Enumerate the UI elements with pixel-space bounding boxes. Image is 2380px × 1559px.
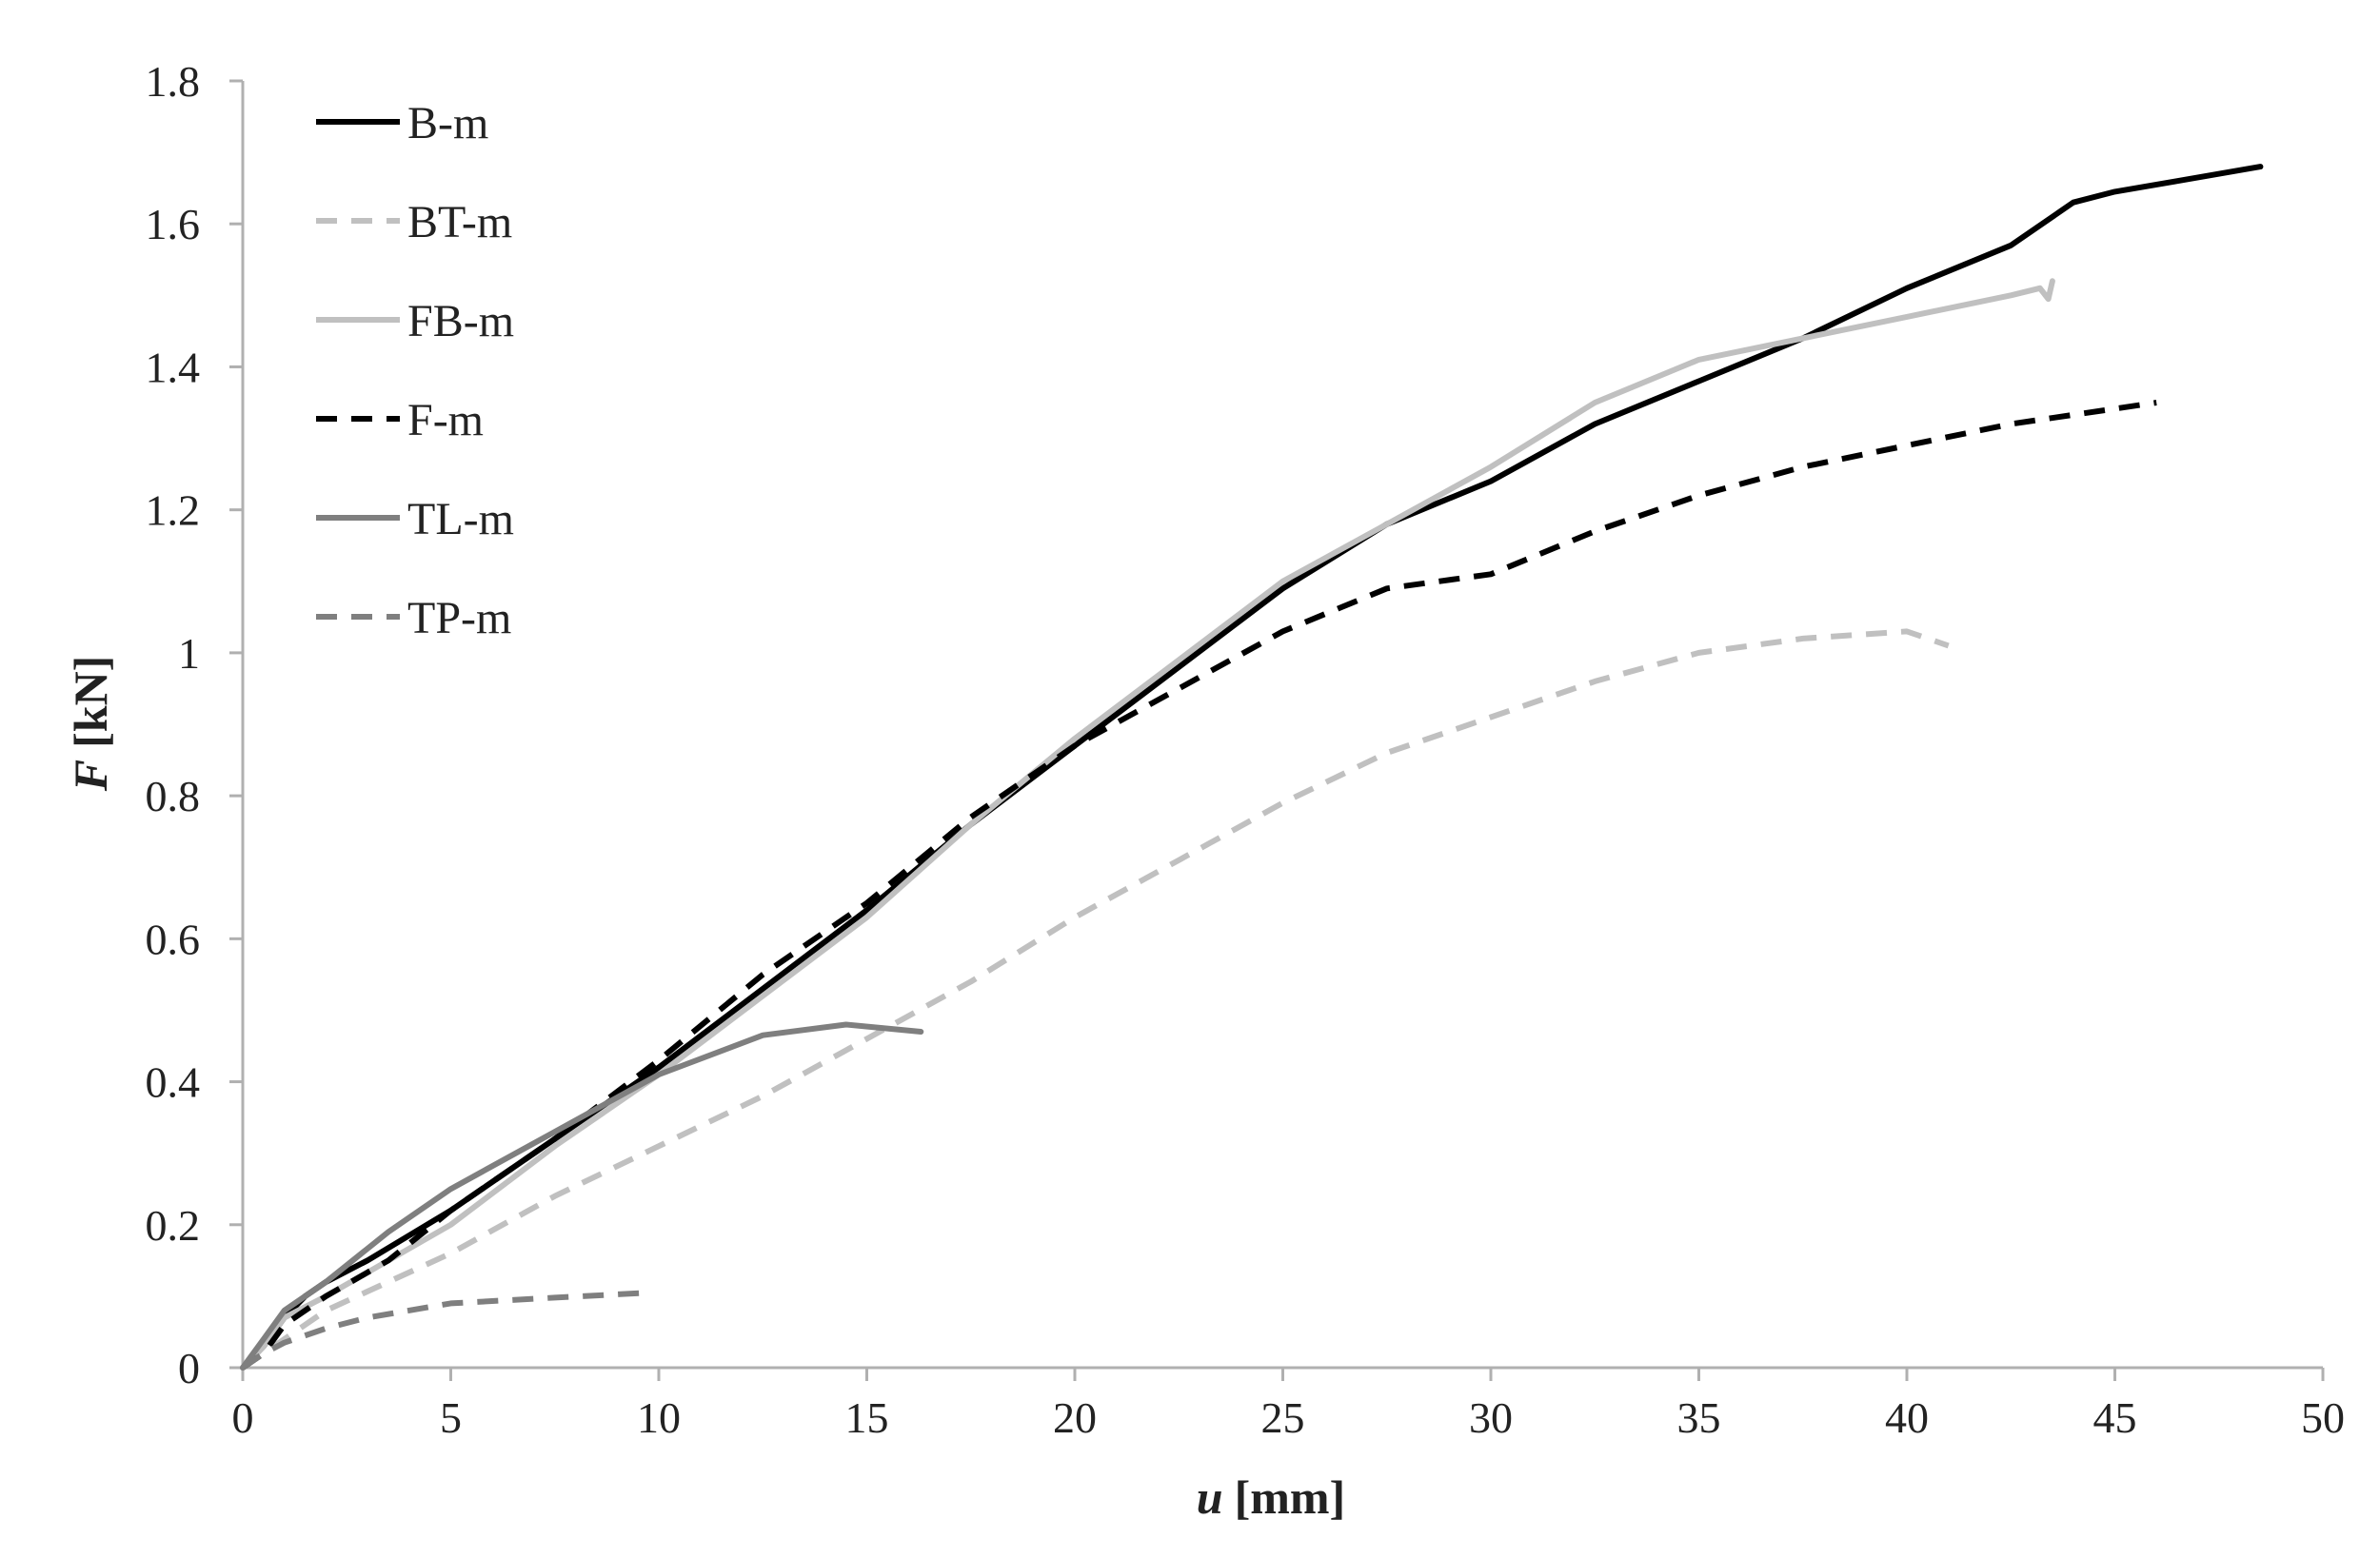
axes: 0 5 10 15 20 25 30 35 40 45 50 0 0.2 0.4 0.6 0.8 1 1.2 1.… [146, 57, 2346, 1442]
x-tick-label: 10 [637, 1393, 681, 1442]
legend-label-b-m: B-m [407, 98, 488, 148]
x-ticks: 0 5 10 15 20 25 30 35 40 45 50 [232, 1368, 2345, 1442]
y-tick-label: 1.8 [146, 57, 201, 106]
y-tick-label: 1.4 [146, 343, 201, 391]
x-axis-unit: [mm] [1235, 1470, 1346, 1524]
legend-label-f-m: F-m [407, 395, 484, 445]
legend-label-fb-m: FB-m [407, 296, 514, 346]
series-layer [240, 164, 2264, 1371]
x-tick-label: 45 [2093, 1393, 2137, 1442]
y-tick-label: 1.2 [146, 486, 201, 535]
y-tick-label: 0.8 [146, 772, 201, 820]
y-axis-symbol: F [64, 760, 117, 792]
series-line-f-m [241, 400, 2157, 1371]
legend-label-bt-m: BT-m [407, 197, 512, 247]
y-axis-unit: [kN] [64, 656, 117, 748]
x-axis-symbol: u [1197, 1470, 1223, 1524]
x-tick-label: 35 [1677, 1393, 1721, 1442]
series-line-tl-m [240, 1021, 924, 1371]
y-tick-label: 0.4 [146, 1058, 201, 1107]
y-axis-title: F [kN] [64, 656, 117, 793]
y-tick-label: 0 [178, 1344, 200, 1392]
series-line-bt-m [241, 628, 1950, 1371]
x-tick-label: 30 [1469, 1393, 1513, 1442]
x-tick-label: 20 [1053, 1393, 1097, 1442]
x-axis-title: u [mm] [1197, 1470, 1345, 1524]
y-tick-label: 1.6 [146, 200, 201, 248]
y-tick-label: 1 [178, 629, 200, 678]
x-tick-label: 5 [440, 1393, 462, 1442]
x-tick-label: 40 [1885, 1393, 1929, 1442]
legend: B-m BT-m FB-m F-m TL-m TP-m [316, 98, 514, 643]
y-tick-label: 0.6 [146, 915, 201, 963]
y-tick-label: 0.2 [146, 1201, 201, 1250]
x-tick-label: 25 [1261, 1393, 1305, 1442]
x-tick-label: 0 [232, 1393, 254, 1442]
x-tick-label: 15 [845, 1393, 889, 1442]
legend-label-tp-m: TP-m [407, 593, 511, 643]
x-tick-label: 50 [2301, 1393, 2345, 1442]
series-line-fb-m [240, 278, 2055, 1371]
series-line-b-m [240, 164, 2264, 1371]
legend-label-tl-m: TL-m [407, 494, 514, 544]
series-line-tp-m [241, 1290, 651, 1371]
y-ticks: 0 0.2 0.4 0.6 0.8 1 1.2 1.4 1.6 1.8 [146, 57, 243, 1392]
